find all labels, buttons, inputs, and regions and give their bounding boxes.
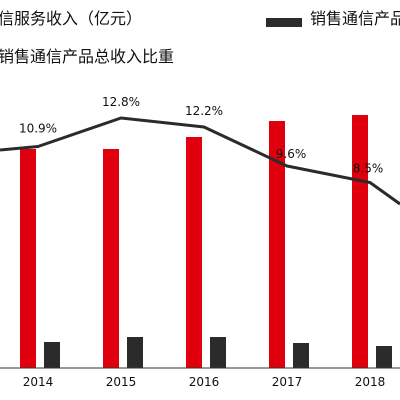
bars xyxy=(20,115,392,368)
data-label-2015: 12.8% xyxy=(102,95,140,109)
x-tick-2016: 2016 xyxy=(189,375,220,389)
bar-service-revenue-2016 xyxy=(186,137,202,368)
x-axis-ticks: 2014 2015 2016 2017 2018 xyxy=(23,375,386,389)
data-label-2016: 12.2% xyxy=(185,104,223,118)
data-label-2018: 8.5% xyxy=(353,162,384,176)
bar-product-sales-2014 xyxy=(44,342,60,368)
data-label-2017: 9.6% xyxy=(276,147,307,161)
legend-label-revenue-share: 销售通信产品总收入比重 xyxy=(0,47,174,66)
bar-product-sales-2016 xyxy=(210,337,226,368)
bar-product-sales-2018 xyxy=(376,346,392,368)
legend-label-product-sales: 销售通信产品 xyxy=(310,9,400,28)
bar-service-revenue-2014 xyxy=(20,149,36,368)
legend: 信服务收入（亿元） 销售通信产品 销售通信产品总收入比重 xyxy=(0,9,400,66)
x-tick-2017: 2017 xyxy=(272,375,303,389)
legend-swatch-dark xyxy=(266,18,302,27)
x-tick-2014: 2014 xyxy=(23,375,54,389)
line-layer: 10.9% 12.8% 12.2% 9.6% 8.5% xyxy=(0,95,400,206)
legend-label-service-revenue: 信服务收入（亿元） xyxy=(0,9,142,28)
x-tick-2015: 2015 xyxy=(106,375,137,389)
bar-service-revenue-2018 xyxy=(352,115,368,368)
bar-product-sales-2017 xyxy=(293,343,309,368)
data-label-2014: 10.9% xyxy=(19,122,57,136)
line-revenue-share xyxy=(0,116,400,206)
x-tick-2018: 2018 xyxy=(355,375,386,389)
bar-service-revenue-2017 xyxy=(269,121,285,368)
bar-service-revenue-2015 xyxy=(103,149,119,368)
bar-product-sales-2015 xyxy=(127,337,143,368)
